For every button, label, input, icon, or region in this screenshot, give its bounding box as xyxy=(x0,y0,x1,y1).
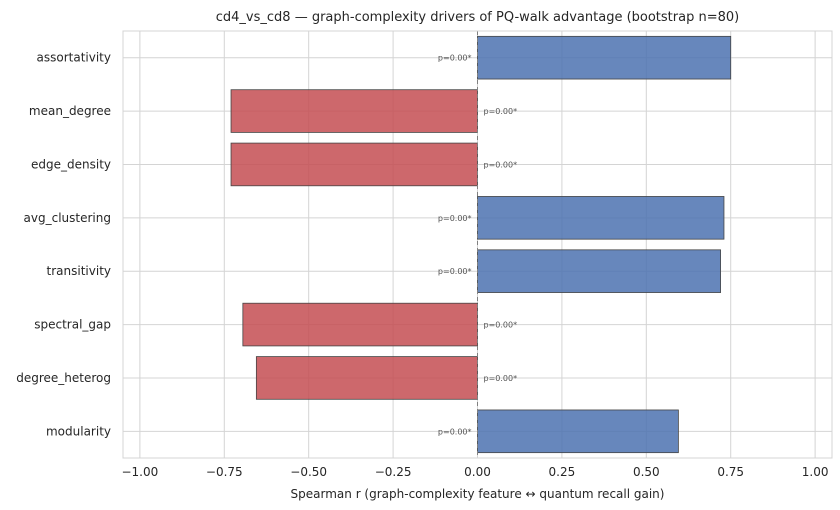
p-value-label: p=0.00* xyxy=(438,267,472,276)
x-tick-label: 0.00 xyxy=(464,465,491,479)
x-tick-label: −0.25 xyxy=(375,465,412,479)
bar xyxy=(477,249,721,293)
p-value-label: p=0.00* xyxy=(438,427,472,436)
y-tick-label: avg_clustering xyxy=(24,211,111,225)
y-tick-label: degree_heterog xyxy=(16,371,111,385)
x-tick-label: −0.50 xyxy=(290,465,327,479)
x-tick-label: −1.00 xyxy=(121,465,158,479)
p-value-label: p=0.00* xyxy=(484,321,518,330)
y-tick-label: modularity xyxy=(46,424,111,438)
bar xyxy=(477,196,725,240)
y-tick-label: transitivity xyxy=(47,264,111,278)
bar xyxy=(230,89,478,133)
p-value-label: p=0.00* xyxy=(438,54,472,63)
p-value-label: p=0.00* xyxy=(438,214,472,223)
bar xyxy=(255,356,478,400)
annotation-layer: p=0.00* p=0.00* p=0.00* p=0.00* p=0.00* p=0.0… xyxy=(438,54,517,437)
x-tick-label: 0.75 xyxy=(717,465,744,479)
x-tick-label: 0.25 xyxy=(549,465,576,479)
bar xyxy=(477,35,732,80)
p-value-label: p=0.00* xyxy=(484,107,518,116)
bar xyxy=(477,409,679,454)
x-tick-label: 0.50 xyxy=(633,465,660,479)
bar xyxy=(242,302,478,347)
bar-layer xyxy=(230,31,732,458)
y-tick-label: mean_degree xyxy=(29,104,111,118)
plot-frame xyxy=(122,30,833,459)
chart-title: cd4_vs_cd8 — graph-complexity drivers of… xyxy=(216,10,739,25)
x-tick-label: −0.75 xyxy=(206,465,243,479)
x-axis-label: Spearman r (graph-complexity feature ↔ q… xyxy=(291,487,665,501)
y-tick-label: assortativity xyxy=(37,51,111,65)
tick-layer: −1.00 −0.75 −0.50 −0.25 0.00 0.25 0.50 0.75 1.00… xyxy=(16,51,828,479)
p-value-label: p=0.00* xyxy=(484,374,518,383)
bar xyxy=(230,142,478,187)
p-value-label: p=0.00* xyxy=(484,160,518,169)
x-tick-label: 1.00 xyxy=(802,465,829,479)
y-tick-label: spectral_gap xyxy=(34,318,111,332)
y-tick-label: edge_density xyxy=(31,157,111,171)
